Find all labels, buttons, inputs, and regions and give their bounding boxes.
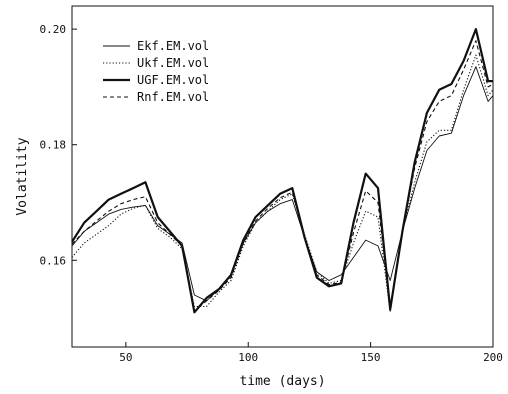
x-tick-label: 150 xyxy=(361,351,381,364)
x-tick-label: 200 xyxy=(483,351,503,364)
tick-marks xyxy=(72,28,494,347)
y-axis-label: Volatility xyxy=(15,137,30,215)
series-line-4 xyxy=(71,40,494,312)
plot-frame xyxy=(71,5,494,348)
series-line-1 xyxy=(71,66,494,302)
x-tick-label: 100 xyxy=(238,351,258,364)
y-tick-label: 0.16 xyxy=(40,254,67,267)
y-tick-label: 0.18 xyxy=(40,139,67,152)
series-line-3 xyxy=(71,28,493,314)
legend-label-1: Ekf.EM.vol xyxy=(137,39,209,53)
legend-label-4: Rnf.EM.vol xyxy=(137,90,209,104)
x-axis-label: time (days) xyxy=(239,374,325,389)
legend-label-2: Ukf.EM.vol xyxy=(137,56,209,70)
series-lines xyxy=(71,28,494,314)
legend: Ekf.EM.vol Ukf.EM.vol UGF.EM.vol Rnf.EM.vol xyxy=(103,39,209,104)
series-line-2 xyxy=(71,54,494,313)
tick-labels: 50 100 150 200 0.16 0.18 0.20 xyxy=(40,23,503,364)
legend-label-3: UGF.EM.vol xyxy=(137,73,209,87)
x-tick-label: 50 xyxy=(119,351,132,364)
y-tick-label: 0.20 xyxy=(40,23,67,36)
